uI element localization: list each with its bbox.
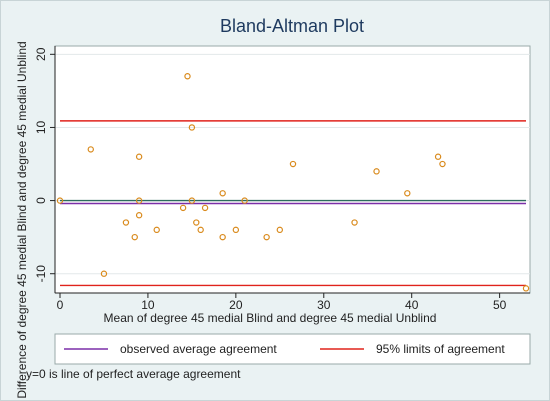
scatter-point [197,226,204,234]
scatter-point [188,197,196,204]
data-points [56,73,530,292]
y-tick-label: 10 [34,120,48,134]
scatter-point [276,226,284,234]
x-tick-label: 50 [493,298,507,312]
scatter-point [100,270,108,277]
legend-box [54,333,531,365]
plot-area [54,45,531,294]
x-tick-label: 30 [317,298,331,312]
scatter-point [179,204,187,212]
scatter-point [263,233,270,241]
scatter-point [56,197,64,204]
scatter-point [404,190,411,197]
x-axis-ticks: 0 10 20 30 40 50 [57,293,507,312]
scatter-point [184,73,191,80]
y-axis-ticks: -10 0 10 20 [34,47,55,282]
scatter-point [219,190,226,197]
scatter-point [153,226,160,234]
scatter-point [188,124,196,131]
x-tick-label: 10 [141,298,155,312]
y-tick-label: 0 [34,197,48,204]
y-tick-label: -10 [34,265,48,283]
scatter-point [201,204,209,212]
scatter-point [434,153,442,160]
scatter-point [135,212,143,219]
scatter-point [193,219,200,226]
legend-label: 95% limits of agreement [376,342,505,356]
reference-lines [60,120,526,287]
scatter-point [219,233,226,241]
scatter-point [373,168,380,175]
x-tick-label: 40 [405,298,419,312]
legend-label: observed average agreement [120,342,277,356]
x-tick-label: 0 [57,298,64,312]
scatter-point [241,197,248,204]
x-tick-label: 20 [229,298,243,312]
legend: observed average agreement 95% limits of … [64,342,505,356]
scatter-point [351,219,358,226]
chart-note: y=0 is line of perfect average agreement [26,367,241,381]
x-axis-title: Mean of degree 45 medial Blind and degre… [104,311,437,325]
scatter-point [522,285,530,292]
y-axis-title: Difference of degree 45 medial Blind and… [15,41,29,398]
y-tick-label: 20 [34,47,48,61]
scatter-point [131,233,138,241]
scatter-point [289,160,297,168]
scatter-point [135,197,143,204]
scatter-point [135,153,143,160]
scatter-point [232,226,240,234]
chart-title: Bland-Altman Plot [220,16,364,36]
scatter-point [122,219,130,226]
scatter-point [87,146,94,153]
scatter-point [439,160,446,168]
